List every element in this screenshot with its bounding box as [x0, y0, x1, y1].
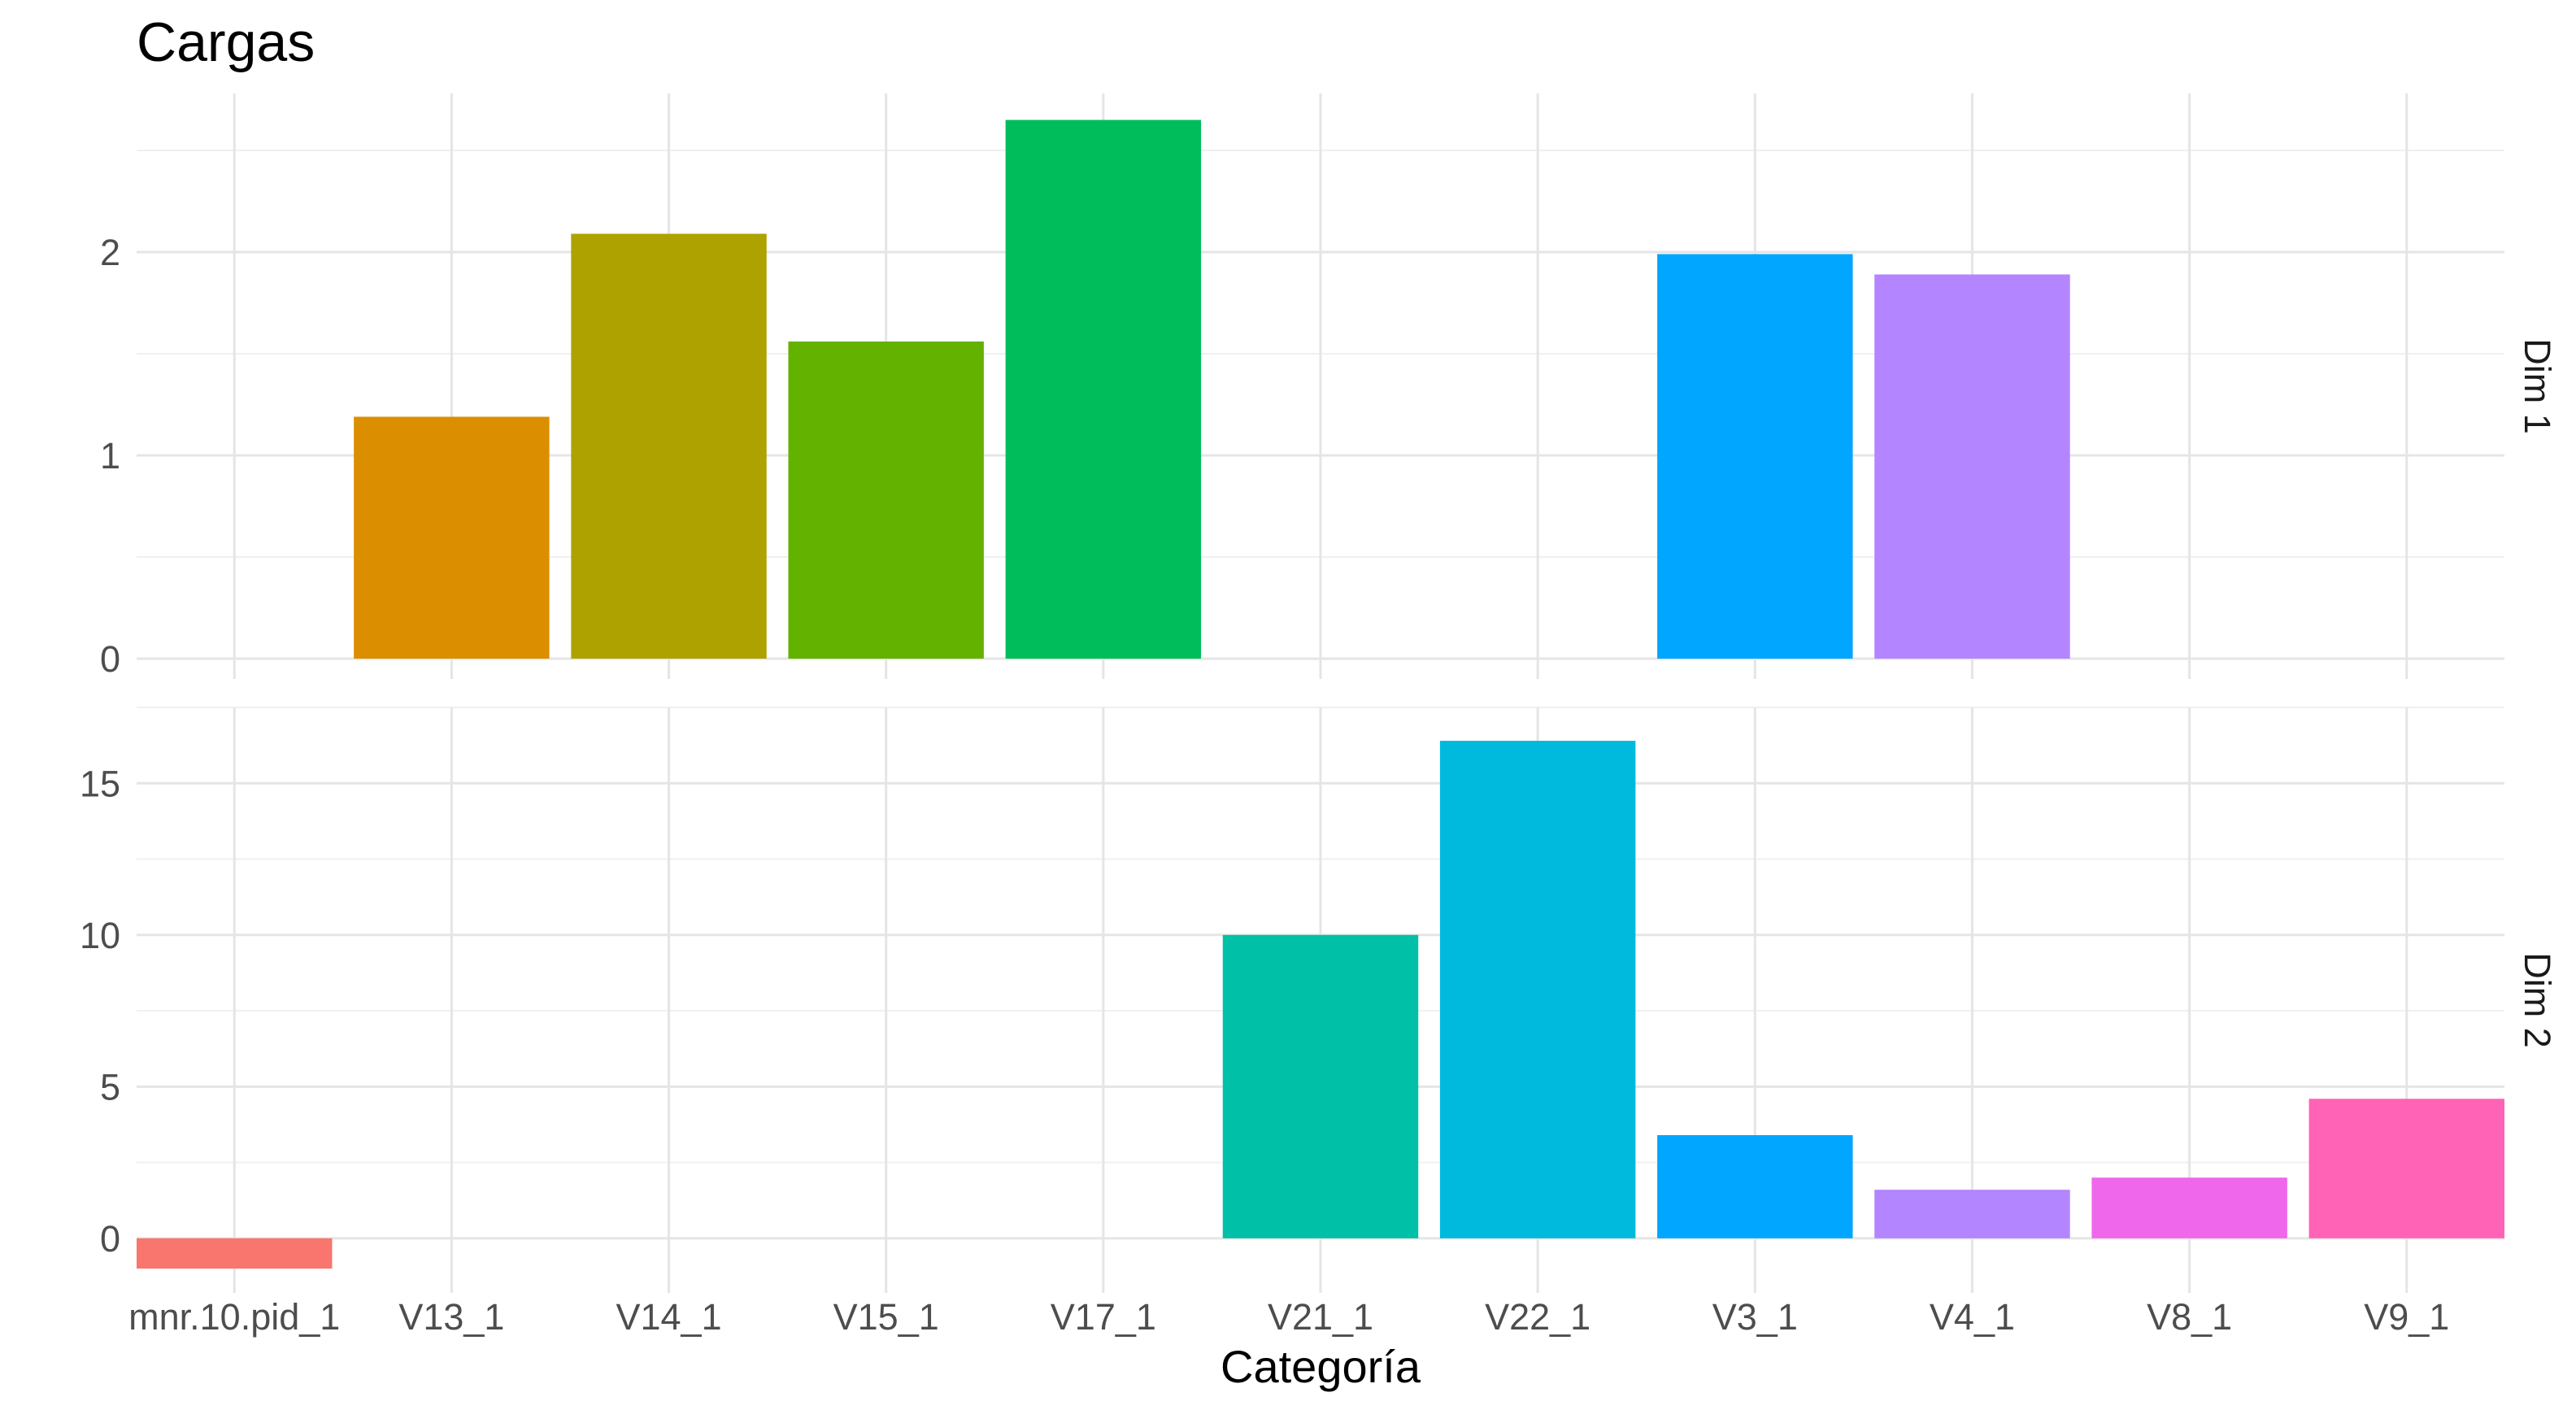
x-tick-label: V17_1	[1051, 1296, 1156, 1338]
bar-V3_1	[1657, 254, 1853, 659]
bar-V4_1	[1874, 1190, 2070, 1238]
x-tick-label: V22_1	[1485, 1296, 1590, 1338]
panel-2-bars	[137, 741, 2504, 1269]
chart-title: Cargas	[137, 11, 315, 73]
x-tick-label: V13_1	[398, 1296, 504, 1338]
bar-V13_1	[354, 416, 550, 659]
y-tick-label: 1	[100, 435, 120, 477]
bar-V3_1	[1657, 1135, 1853, 1238]
x-axis-title: Categoría	[1221, 1341, 1421, 1392]
bar-V21_1	[1222, 934, 1419, 1238]
x-tick-label: V4_1	[1930, 1296, 2015, 1338]
bar-V22_1	[1439, 741, 1636, 1238]
y-tick-label: 0	[100, 1218, 120, 1260]
panel-dim-2: 0 5 10 15 Dim 2	[80, 707, 2558, 1293]
bar-V17_1	[1005, 120, 1202, 659]
panel-dim-1: 0 1 2 Dim 1	[100, 94, 2558, 680]
bar-V4_1	[1874, 274, 2070, 659]
panel-1-bars	[354, 120, 2070, 659]
x-tick-label: mnr.10.pid_1	[128, 1296, 340, 1338]
y-tick-label: 5	[100, 1066, 120, 1108]
x-tick-label: V9_1	[2364, 1296, 2449, 1338]
y-tick-label: 15	[80, 763, 120, 804]
panel-2-y-ticks: 0 5 10 15	[80, 763, 120, 1260]
bar-V9_1	[2308, 1099, 2504, 1238]
panel-2-strip-label: Dim 2	[2517, 952, 2558, 1048]
bar-V14_1	[571, 233, 767, 659]
y-tick-label: 10	[80, 915, 120, 956]
x-tick-label: V21_1	[1268, 1296, 1373, 1338]
x-tick-label: V3_1	[1712, 1296, 1798, 1338]
y-tick-label: 2	[100, 232, 120, 273]
panel-1-strip-label: Dim 1	[2517, 338, 2558, 434]
y-tick-label: 0	[100, 638, 120, 680]
x-tick-label: V8_1	[2147, 1296, 2232, 1338]
panel-1-y-ticks: 0 1 2	[100, 232, 120, 680]
x-tick-label: V15_1	[833, 1296, 939, 1338]
bar-V8_1	[2091, 1177, 2287, 1238]
x-tick-labels: mnr.10.pid_1 V13_1 V14_1 V15_1 V17_1 V21_1 V22…	[128, 1296, 2449, 1338]
bar-V15_1	[788, 342, 984, 659]
bar-mnr.10.pid_1	[137, 1238, 333, 1269]
x-tick-label: V14_1	[616, 1296, 721, 1338]
